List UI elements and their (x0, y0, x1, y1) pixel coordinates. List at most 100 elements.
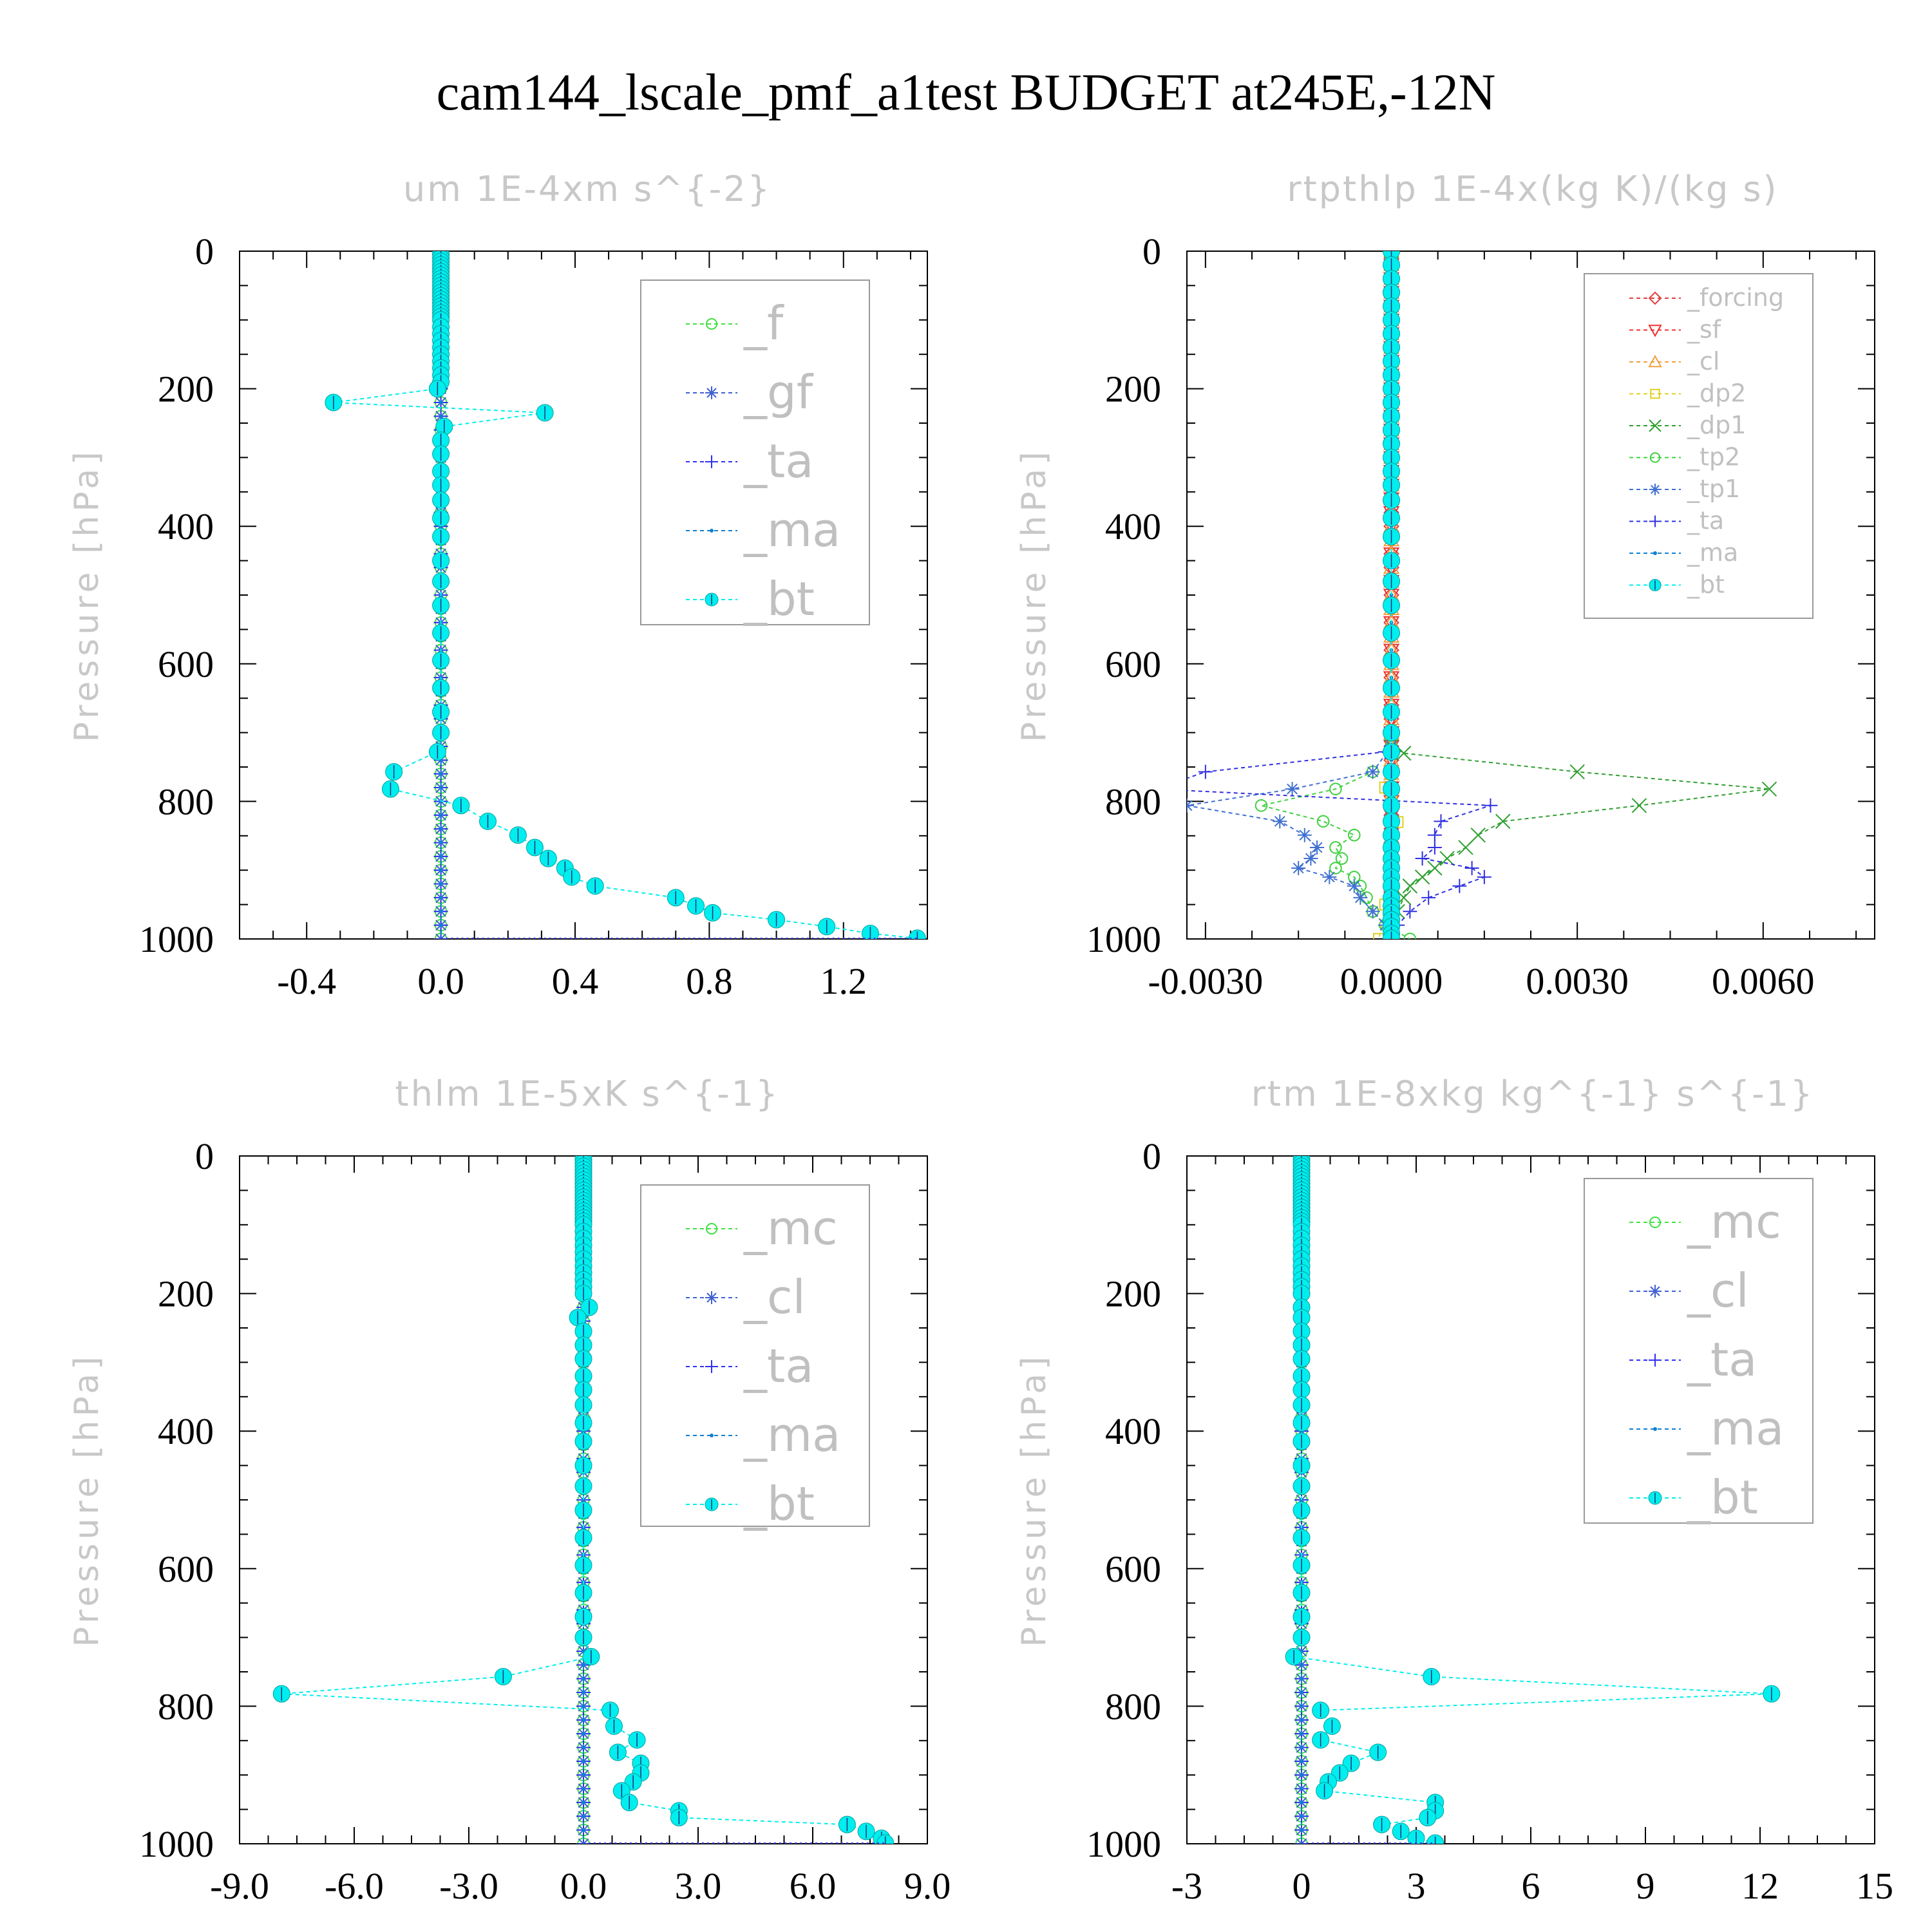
data-point (439, 400, 443, 404)
y-tick-label: 600 (158, 643, 214, 685)
legend-box (640, 1184, 870, 1527)
series-line (1261, 251, 1410, 939)
chart-panel-3: thlm 1E-5xK s^{-1} Pressure [hPa] 0 200 400 6… (68, 1074, 951, 1907)
legend-marker (705, 455, 718, 468)
legend-label: _cl (1687, 1264, 1749, 1318)
data-point (1300, 1759, 1303, 1763)
data-point (1300, 1745, 1303, 1750)
data-point (439, 786, 443, 790)
series-bt (1285, 1156, 1781, 1844)
series-ta (1187, 251, 1498, 939)
data-point (1300, 1773, 1303, 1777)
data-point (1434, 814, 1448, 829)
data-point (1329, 862, 1342, 875)
x-tick-label: -6.0 (325, 1865, 384, 1907)
data-point (1285, 782, 1300, 797)
data-point (439, 772, 443, 776)
legend-item: _dp2 (1629, 379, 1746, 408)
data-point (582, 1718, 585, 1722)
data-point (582, 1759, 585, 1763)
legend-label: _dp1 (1687, 411, 1746, 439)
legend-box (1584, 273, 1814, 619)
x-tick-label: 3.0 (675, 1865, 722, 1907)
data-point (582, 1773, 585, 1777)
legend-item: _ma (1629, 1401, 1784, 1455)
legend-item: _ta (1629, 1332, 1757, 1387)
y-tick-label: 800 (158, 1685, 214, 1727)
data-point (1427, 828, 1442, 842)
data-point (582, 1690, 585, 1695)
y-tick-label: 1000 (139, 918, 214, 960)
data-point (1477, 869, 1492, 884)
legend-item: _ta (1629, 507, 1724, 535)
data-area (1285, 1156, 1781, 1844)
legend-label: _bt (1687, 1470, 1758, 1524)
data-point (1402, 878, 1418, 894)
chart-panel-1: um 1E-4xm s^{-2} Pressure [hPa] 0 200 400 600… (68, 169, 928, 1002)
legend-item: _bt (686, 1477, 815, 1531)
data-point (1322, 869, 1337, 884)
legend-label: _mc (1687, 1195, 1781, 1249)
x-tick-label: -9.0 (210, 1865, 269, 1907)
legend-item: _mc (1629, 1195, 1781, 1249)
legend-marker (1648, 291, 1662, 305)
data-point (1383, 616, 1400, 631)
legend-item: _tp1 (1629, 475, 1740, 503)
legend-item: _bt (686, 572, 815, 626)
legend-label: _sf (1687, 316, 1722, 344)
data-point (1300, 1800, 1303, 1804)
legend-item: _dp1 (1629, 411, 1746, 439)
legend-marker (1649, 515, 1661, 527)
data-point (1316, 815, 1330, 828)
panel-title: um 1E-4xm s^{-2} (403, 169, 772, 209)
legend-label: _ta (743, 434, 813, 488)
data-point (582, 1814, 585, 1819)
legend-label: _ta (743, 1339, 813, 1393)
legend: _mc _cl _ta _ma _bt (640, 1184, 870, 1531)
data-point (1310, 840, 1325, 855)
data-point (1347, 828, 1361, 842)
x-tick-label: -0.0030 (1148, 960, 1263, 1002)
x-tick-label: -0.4 (277, 960, 336, 1002)
y-tick-label: 200 (1105, 1273, 1161, 1315)
x-tick-label: -3.0 (439, 1865, 498, 1907)
data-point (439, 827, 443, 831)
legend-item: _cl (1629, 1264, 1749, 1318)
data-point (1198, 764, 1213, 779)
data-point (1303, 851, 1318, 866)
y-tick-label: 400 (158, 506, 214, 547)
data-point (1353, 890, 1368, 905)
y-tick-label: 400 (158, 1410, 214, 1452)
legend-marker (1653, 551, 1657, 555)
x-tick-label: 0.0030 (1526, 960, 1629, 1002)
legend-marker (705, 386, 718, 399)
data-point (1464, 861, 1479, 875)
y-axis-label: Pressure [hPa] (68, 1353, 106, 1647)
data-point (1300, 1718, 1303, 1722)
legend: _f _gf _ta _ma _bt (640, 279, 870, 626)
data-point (1452, 878, 1467, 893)
x-tick-label: 3 (1407, 1865, 1426, 1907)
data-point (1329, 782, 1342, 795)
y-tick-label: 0 (195, 1135, 214, 1177)
data-point (439, 868, 443, 873)
legend-marker (1649, 452, 1661, 463)
x-tick-label: 0.0000 (1340, 960, 1443, 1002)
legend-box (640, 279, 870, 625)
y-tick-label: 0 (1142, 1135, 1161, 1177)
legend-item: _sf (1629, 316, 1722, 344)
x-tick-label: 0.0 (417, 960, 464, 1002)
legend: _mc _cl _ta _ma _bt (1584, 1178, 1814, 1524)
legend-item: _f (686, 296, 784, 350)
data-point (1300, 1663, 1303, 1667)
data-point (1415, 851, 1430, 866)
y-tick-label: 200 (158, 368, 214, 410)
series-tp1 (1187, 251, 1399, 939)
y-tick-label: 0 (1142, 231, 1161, 272)
x-tick-label: 12 (1741, 1865, 1779, 1907)
panels: um 1E-4xm s^{-2} Pressure [hPa] 0 200 400 600… (68, 169, 1893, 1907)
legend-marker (706, 318, 717, 330)
panel-title: thlm 1E-5xK s^{-1} (395, 1074, 780, 1114)
legend-label: _tp2 (1687, 443, 1740, 471)
